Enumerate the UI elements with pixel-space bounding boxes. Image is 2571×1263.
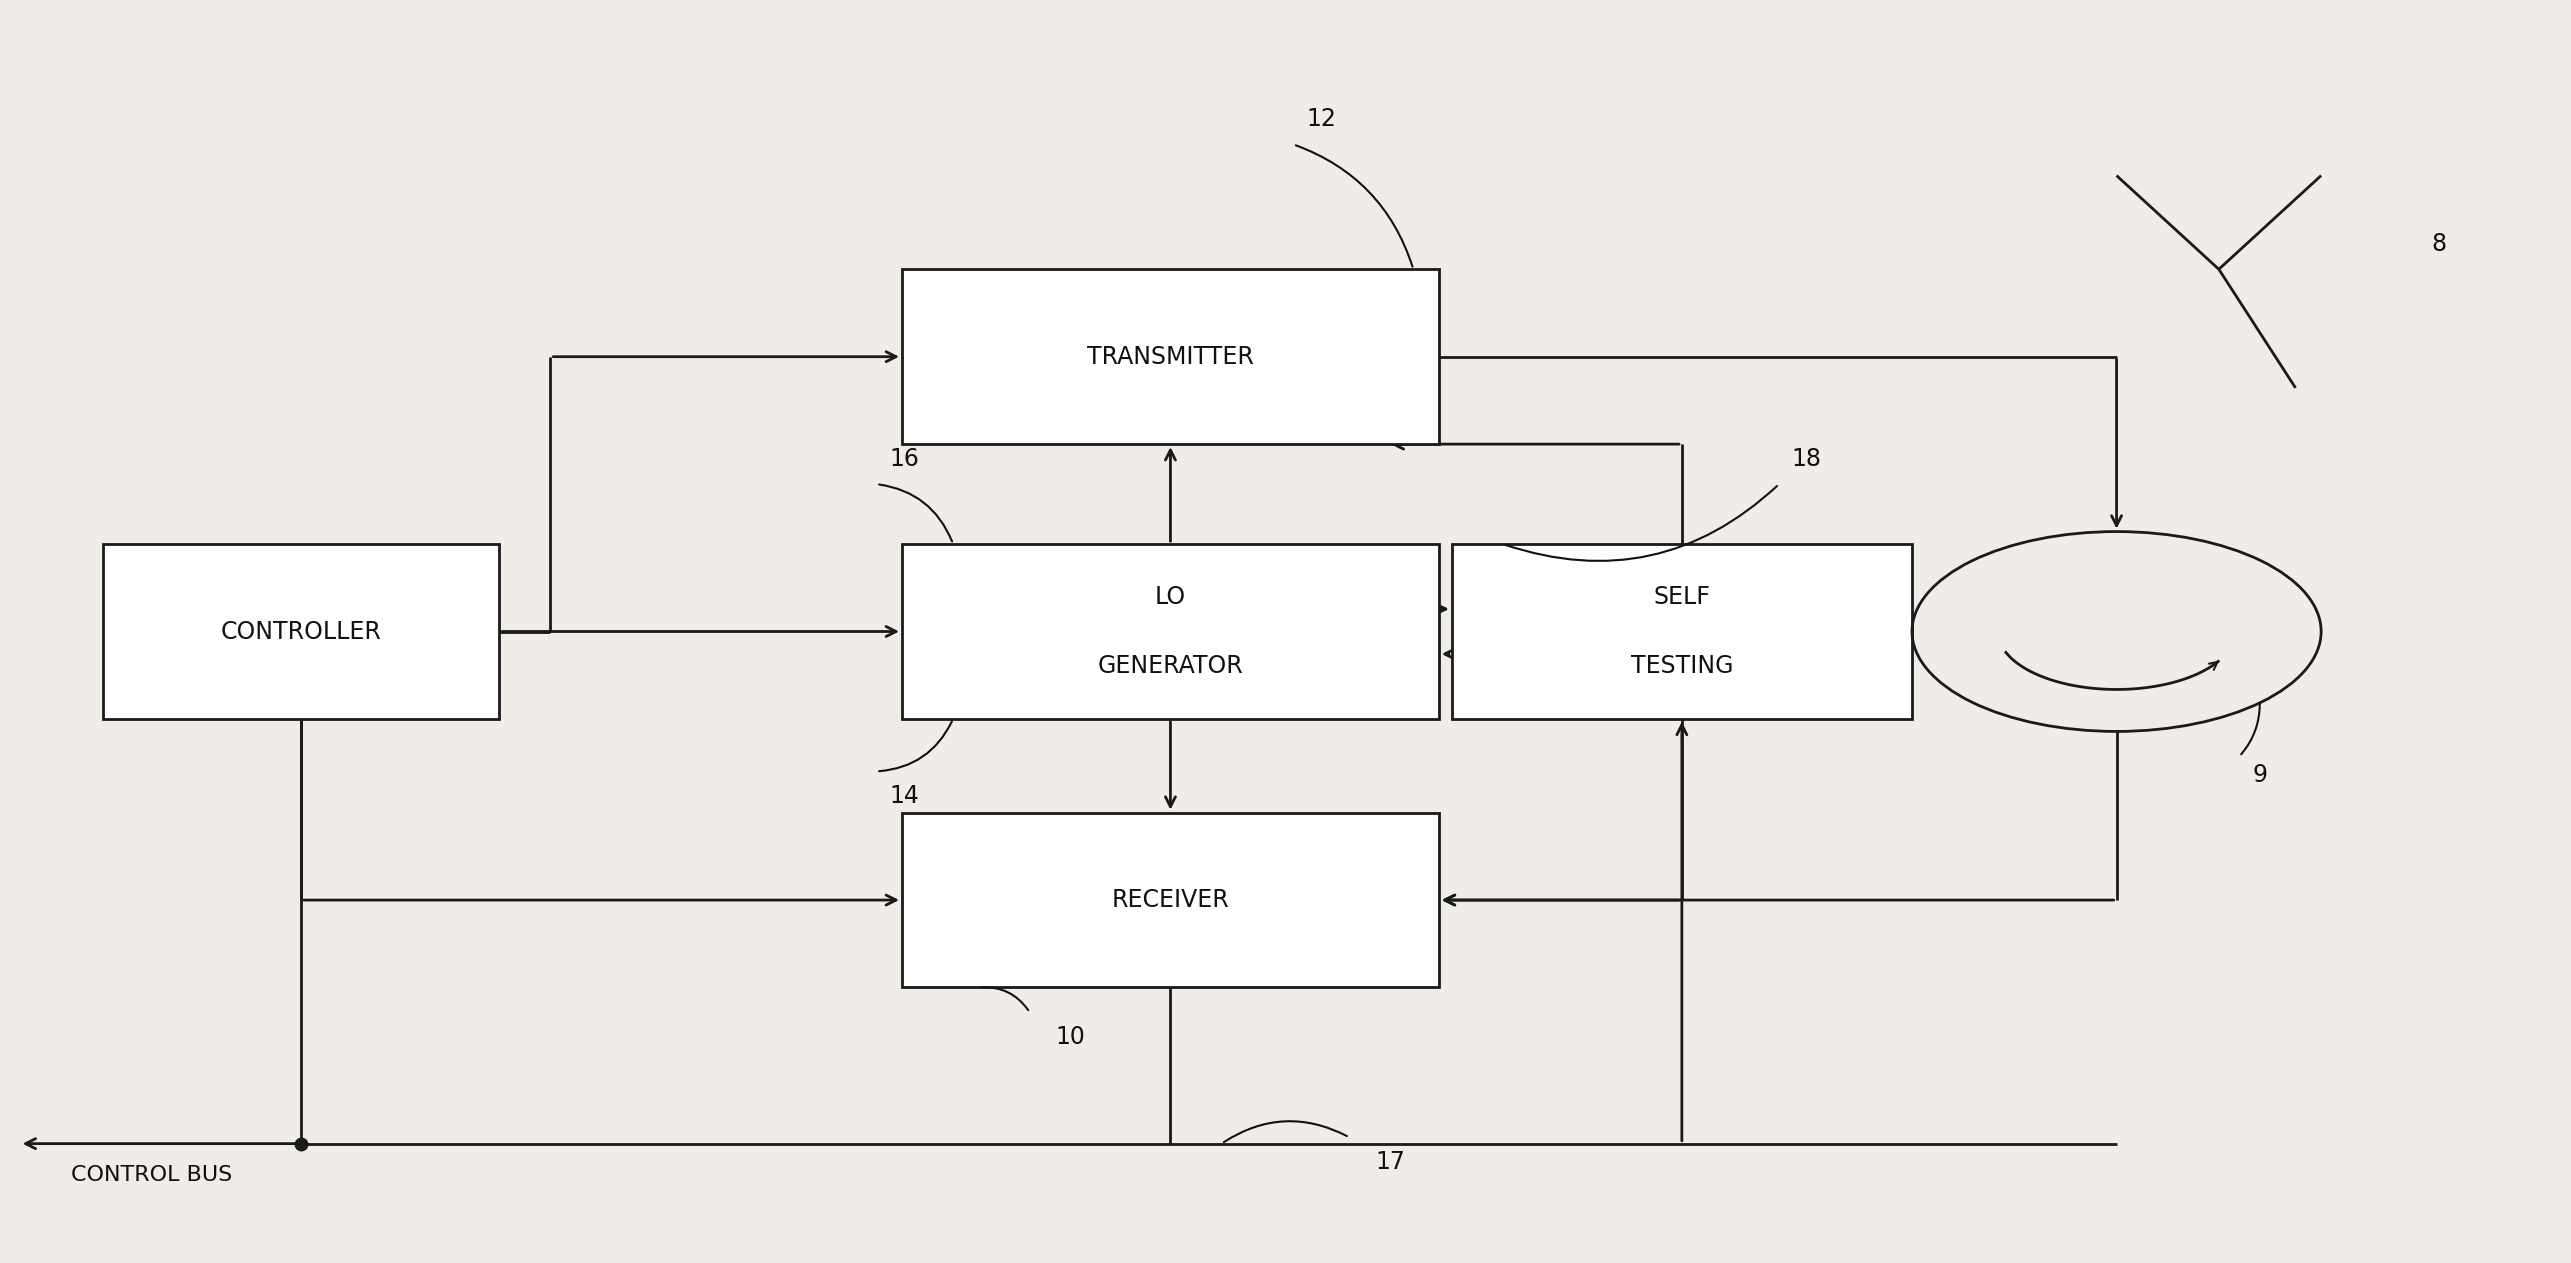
Text: 12: 12 bbox=[1306, 107, 1337, 131]
Text: 14: 14 bbox=[890, 784, 918, 808]
FancyBboxPatch shape bbox=[1453, 544, 1913, 719]
FancyBboxPatch shape bbox=[902, 812, 1440, 988]
Text: 18: 18 bbox=[1792, 447, 1823, 471]
Text: 16: 16 bbox=[890, 447, 918, 471]
Text: GENERATOR: GENERATOR bbox=[1098, 654, 1244, 678]
Text: TESTING: TESTING bbox=[1630, 654, 1733, 678]
Text: 8: 8 bbox=[2432, 232, 2445, 256]
Text: SELF: SELF bbox=[1653, 585, 1710, 609]
Text: CONTROL BUS: CONTROL BUS bbox=[72, 1164, 231, 1185]
Text: 9: 9 bbox=[2252, 763, 2268, 787]
FancyBboxPatch shape bbox=[103, 544, 499, 719]
FancyBboxPatch shape bbox=[902, 544, 1440, 719]
Text: LO: LO bbox=[1154, 585, 1185, 609]
Text: 17: 17 bbox=[1375, 1151, 1404, 1175]
Text: 10: 10 bbox=[1054, 1026, 1085, 1050]
Text: RECEIVER: RECEIVER bbox=[1111, 888, 1229, 912]
FancyBboxPatch shape bbox=[902, 269, 1440, 445]
Text: CONTROLLER: CONTROLLER bbox=[221, 619, 381, 644]
Text: TRANSMITTER: TRANSMITTER bbox=[1088, 345, 1255, 369]
